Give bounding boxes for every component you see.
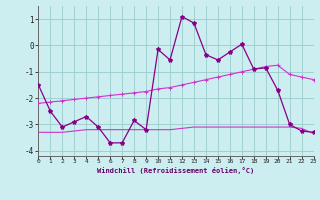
X-axis label: Windchill (Refroidissement éolien,°C): Windchill (Refroidissement éolien,°C) [97,167,255,174]
